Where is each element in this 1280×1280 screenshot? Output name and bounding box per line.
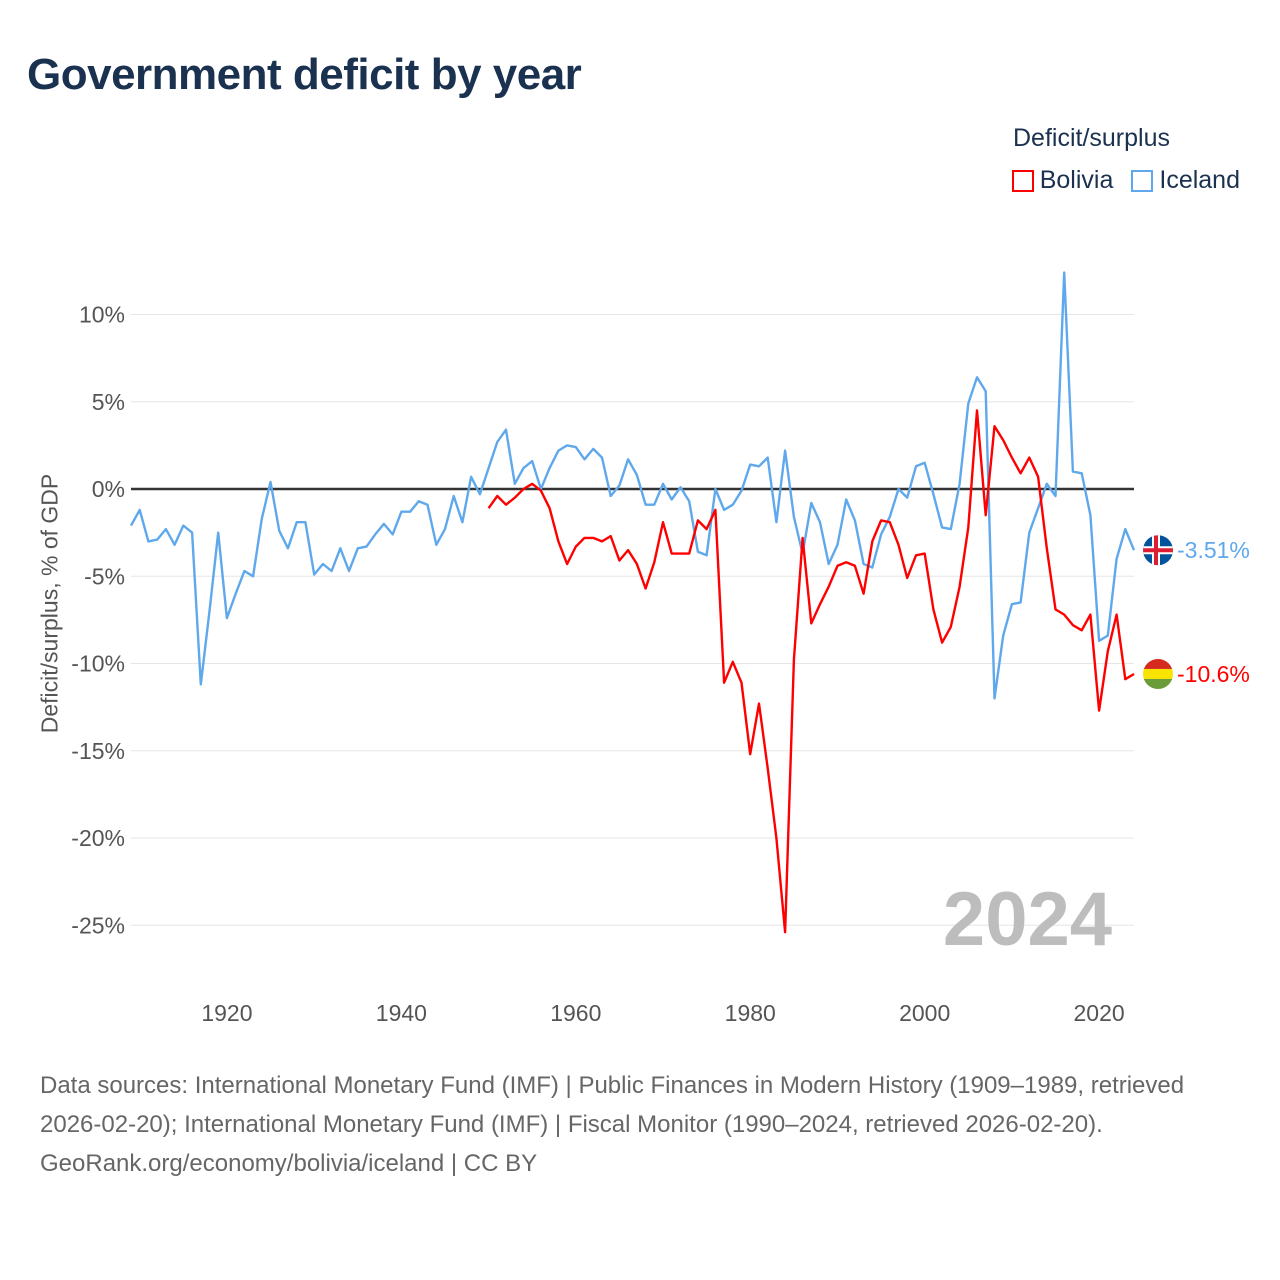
legend-item-bolivia[interactable]: Bolivia: [1011, 166, 1114, 195]
end-label-iceland: -3.51%: [1177, 537, 1250, 563]
series-line-bolivia[interactable]: [487, 409, 1135, 934]
legend-item-iceland[interactable]: Iceland: [1131, 166, 1240, 195]
y-tick-label: 10%: [79, 302, 125, 328]
y-tick-label: 5%: [92, 389, 125, 415]
y-tick-label: -10%: [71, 651, 125, 677]
y-tick-label: -15%: [71, 738, 125, 764]
y-tick-label: -5%: [84, 563, 125, 589]
end-label-bolivia: -10.6%: [1177, 661, 1250, 687]
chart-title: Government deficit by year: [27, 50, 582, 99]
year-watermark: 2024: [943, 877, 1112, 962]
data-sources: Data sources: International Monetary Fun…: [40, 1072, 1185, 1138]
y-tick-label: 0%: [92, 476, 125, 502]
series-line-iceland[interactable]: [129, 271, 1136, 700]
x-tick-label: 1980: [725, 1000, 776, 1026]
bolivia-flag-icon: [1143, 658, 1173, 689]
x-tick-label: 1960: [550, 1000, 601, 1026]
y-tick-label: -25%: [71, 912, 125, 938]
x-tick-label: 1920: [201, 1000, 252, 1026]
legend-label-bolivia: Bolivia: [1039, 166, 1114, 194]
y-tick-label: -20%: [71, 825, 125, 851]
iceland-flag-icon: [1143, 535, 1173, 566]
x-tick-label: 2020: [1074, 1000, 1125, 1026]
footer: Data sources: International Monetary Fun…: [40, 1066, 1240, 1183]
legend-label-iceland: Iceland: [1159, 166, 1240, 194]
legend: Bolivia Iceland: [1011, 166, 1240, 195]
x-tick-label: 1940: [376, 1000, 427, 1026]
credit-link[interactable]: GeoRank.org/economy/bolivia/iceland | CC…: [40, 1150, 538, 1177]
legend-swatch-bolivia: [1011, 169, 1034, 192]
x-tick-label: 2000: [899, 1000, 950, 1026]
legend-swatch-iceland: [1131, 169, 1154, 192]
legend-title: Deficit/surplus: [1013, 124, 1170, 152]
